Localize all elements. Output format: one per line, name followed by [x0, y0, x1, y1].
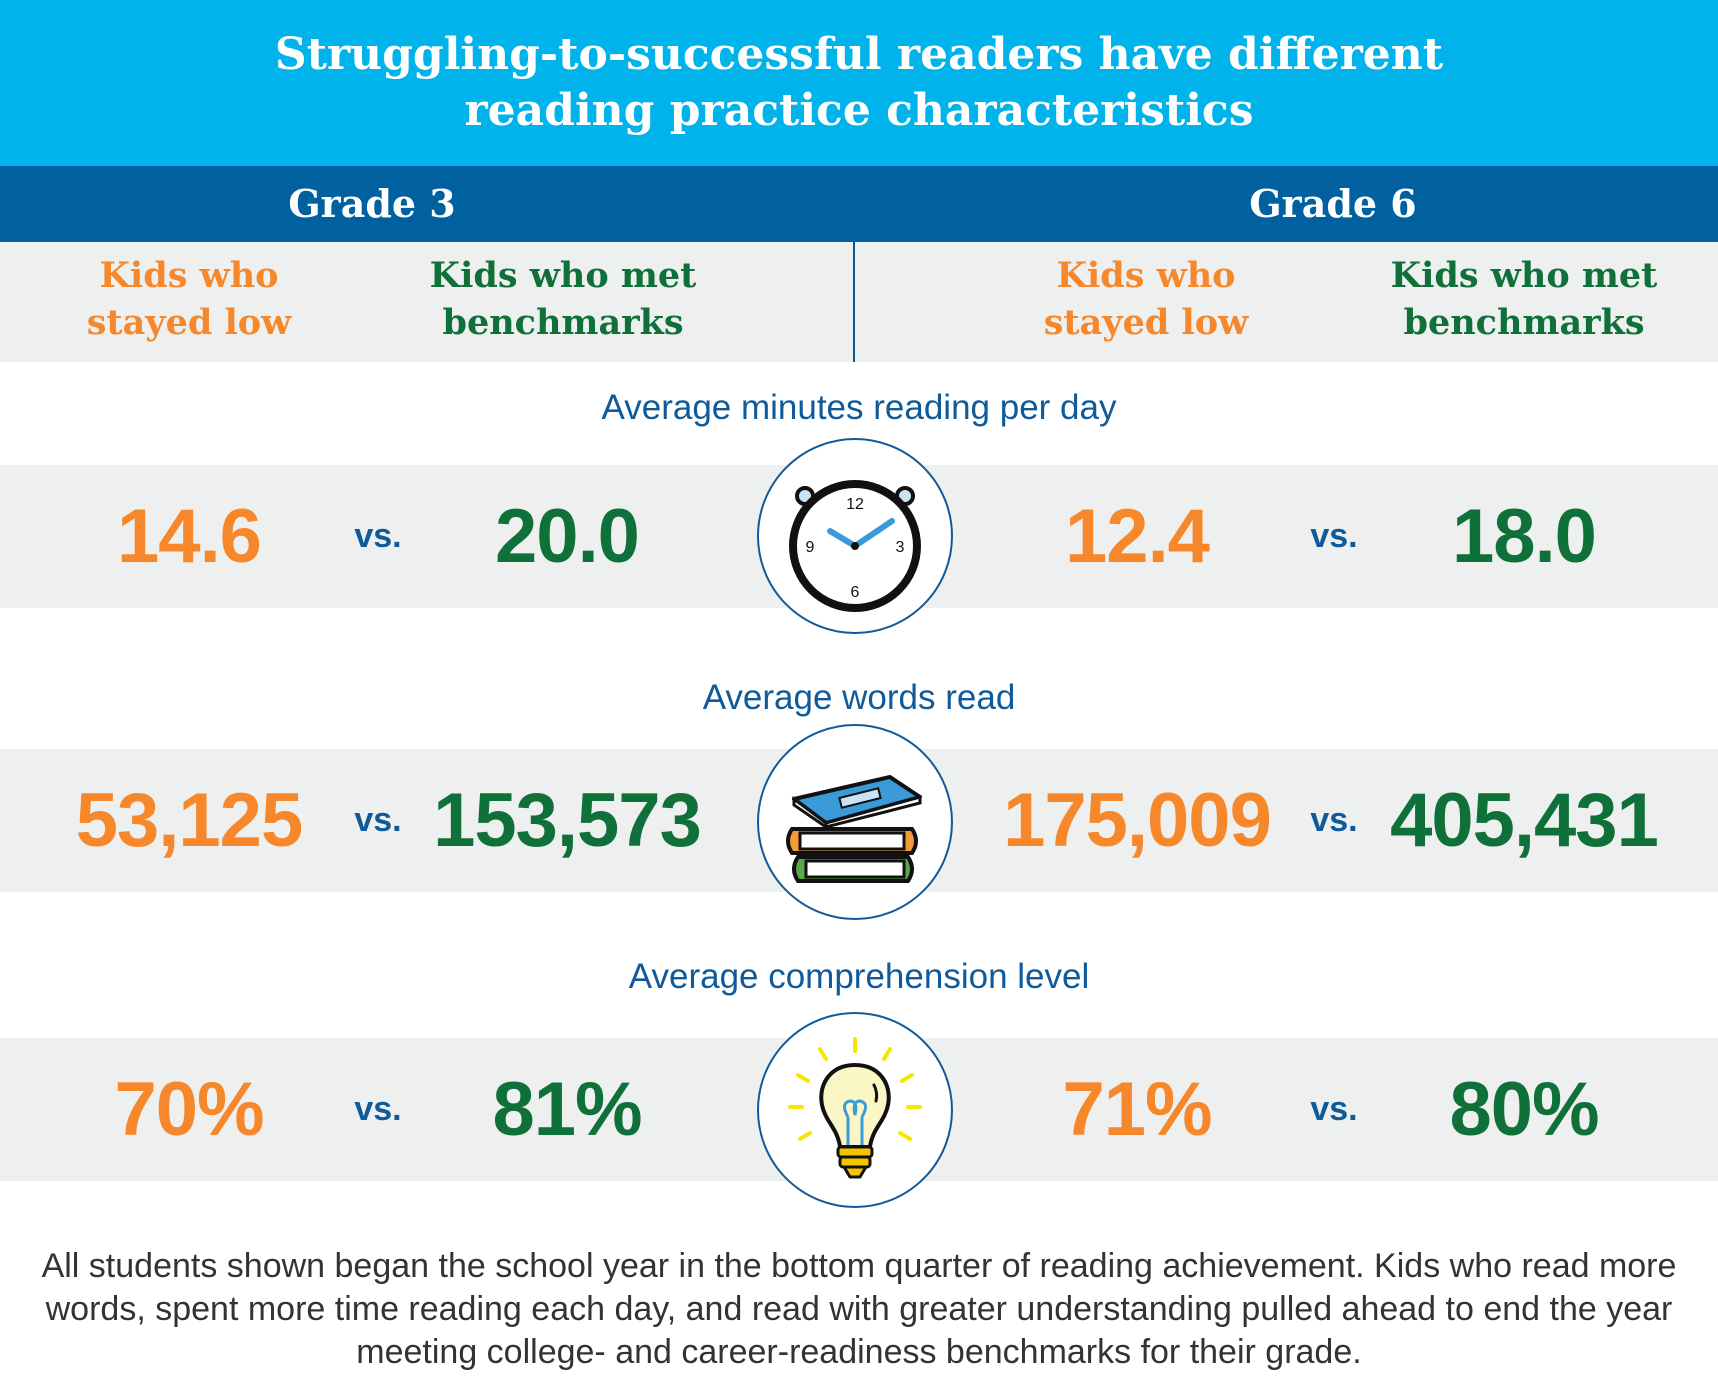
grade-6-label: Grade 6 — [1249, 181, 1417, 226]
grade-6-met-benchmarks-label: Kids who met benchmarks — [1390, 255, 1658, 343]
grade-3-stayed-low-minutes: 14.6 — [117, 494, 262, 579]
grade-6-stayed-low-words: 175,009 — [1003, 778, 1272, 863]
page-title: Struggling-to-successful readers have di… — [274, 29, 1444, 136]
grade-3-met-benchmarks-label: Kids who met benchmarks — [429, 255, 697, 343]
grade-divider — [853, 242, 855, 362]
metric-title-comprehension: Average comprehension level — [628, 957, 1090, 996]
vs-label: vs. — [1310, 517, 1358, 555]
grade-6-met-benchmarks-comprehension: 80% — [1449, 1067, 1599, 1152]
grade-6-stayed-low-label: Kids who stayed low — [1043, 255, 1249, 343]
vs-label: vs. — [1310, 1090, 1358, 1128]
clock-number-12: 12 — [846, 496, 864, 513]
grade-3-met-benchmarks-minutes: 20.0 — [495, 494, 640, 579]
metric-title-minutes: Average minutes reading per day — [601, 388, 1117, 427]
clock-number-9: 9 — [806, 539, 815, 556]
grade-3-stayed-low-comprehension: 70% — [114, 1067, 264, 1152]
footnote: All students shown began the school year… — [41, 1247, 1677, 1371]
books-icon-circle — [757, 724, 953, 920]
grade-6-met-benchmarks-minutes: 18.0 — [1452, 494, 1597, 579]
clock-number-6: 6 — [851, 584, 860, 601]
vs-label: vs. — [354, 517, 402, 555]
light-bulb-icon — [788, 1037, 922, 1179]
grade-6-met-benchmarks-words: 405,431 — [1390, 778, 1659, 863]
vs-label: vs. — [354, 1090, 402, 1128]
grade-3-met-benchmarks-comprehension: 81% — [492, 1067, 642, 1152]
books-stack-icon — [786, 775, 922, 883]
grade-6-stayed-low-minutes: 12.4 — [1065, 494, 1210, 579]
vs-label: vs. — [354, 801, 402, 839]
clock-icon-circle: 12 3 6 9 — [757, 438, 953, 634]
vs-label: vs. — [1310, 801, 1358, 839]
light-bulb-icon-circle — [757, 1012, 953, 1208]
grade-3-met-benchmarks-words: 153,573 — [433, 778, 702, 863]
title-bar: Struggling-to-successful readers have di… — [0, 0, 1718, 166]
grade-header-bar: Grade 3 Grade 6 — [0, 166, 1718, 242]
clock-number-3: 3 — [896, 539, 905, 556]
grade-3-stayed-low-words: 53,125 — [75, 778, 303, 863]
metric-title-words: Average words read — [702, 678, 1016, 717]
grade-3-label: Grade 3 — [288, 181, 456, 226]
clock-icon: 12 3 6 9 — [789, 480, 921, 612]
grade-6-stayed-low-comprehension: 71% — [1062, 1067, 1212, 1152]
grade-3-stayed-low-label: Kids who stayed low — [86, 255, 292, 343]
group-header-bar: Kids who stayed low Kids who met benchma… — [0, 242, 1718, 362]
